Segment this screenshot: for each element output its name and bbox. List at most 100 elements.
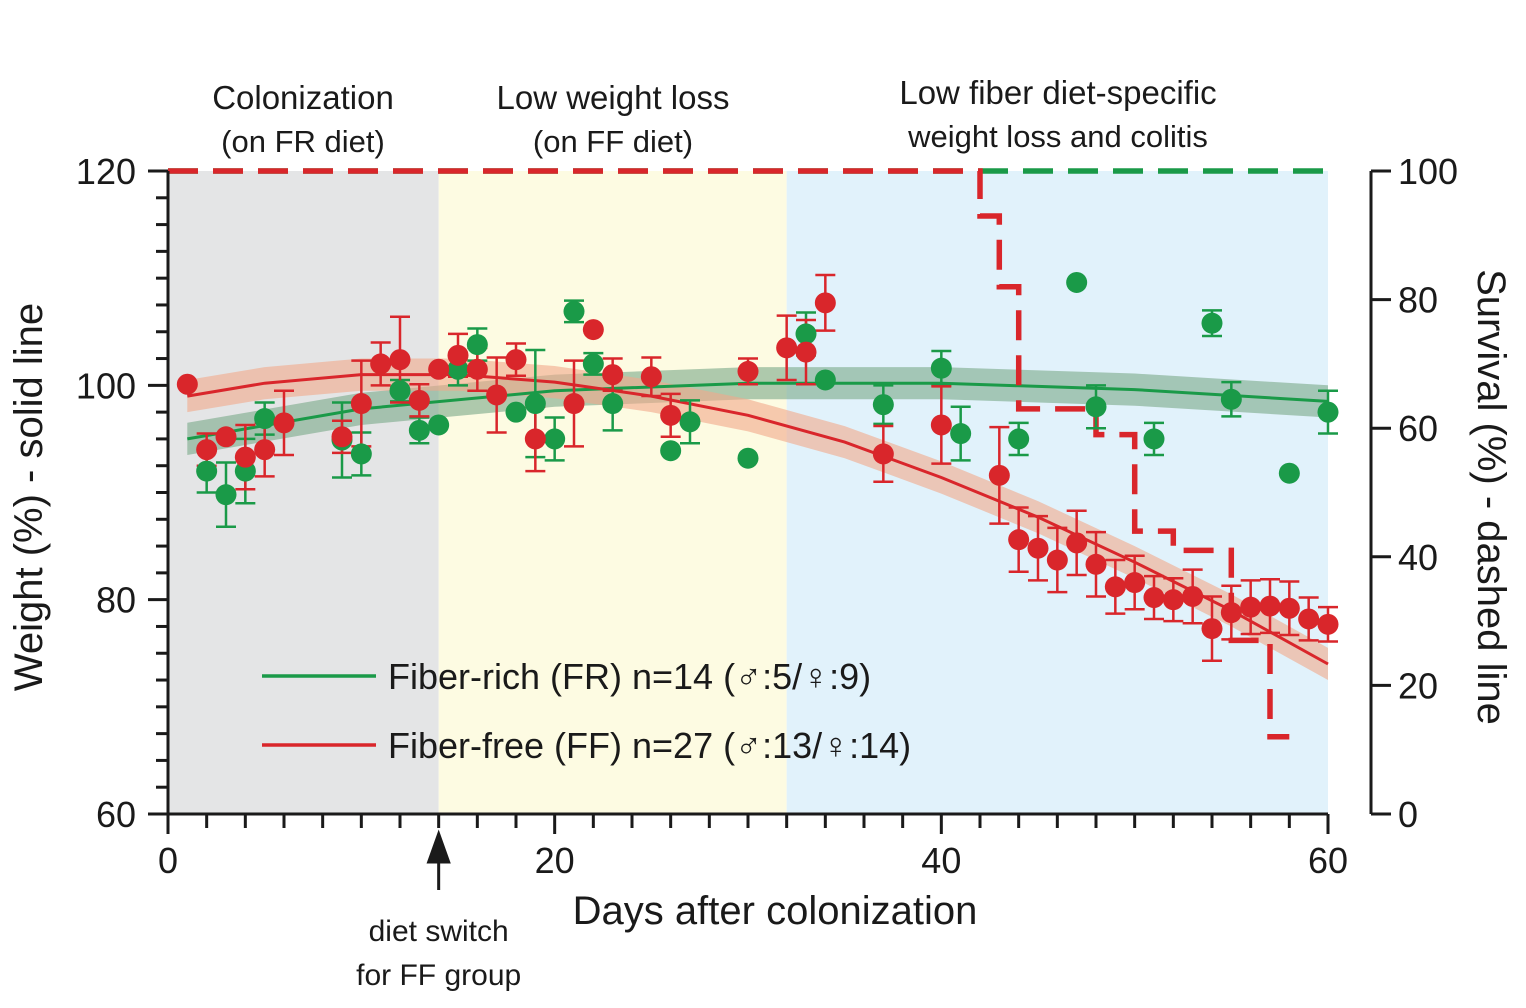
data-point-1-37 [1162, 589, 1184, 611]
data-point-0-12 [524, 393, 546, 415]
data-point-0-21 [814, 369, 836, 391]
data-point-0-32 [1317, 401, 1339, 423]
data-point-1-36 [1143, 587, 1165, 609]
data-point-1-12 [447, 344, 469, 366]
legend-label-ff: Fiber-free (FF) n=27 (♂:13/♀:14) [388, 725, 911, 766]
phase-background-2 [786, 171, 1328, 814]
y-axis-right-title: Survival (%) - dashed line [1469, 269, 1513, 725]
data-point-1-29 [1008, 529, 1030, 551]
data-point-1-43 [1278, 597, 1300, 619]
data-point-1-35 [1124, 572, 1146, 594]
phase-title-colonization: Colonization [212, 79, 394, 116]
x-tick-label: 20 [535, 840, 575, 881]
data-point-1-16 [524, 428, 546, 450]
data-point-1-45 [1317, 613, 1339, 635]
y-right-tick-label: 20 [1398, 665, 1438, 706]
y-right-tick-label: 100 [1398, 151, 1458, 192]
phase-title-low-weight-loss: Low weight loss [497, 79, 730, 116]
phase-subtitle-colonization: (on FR diet) [221, 124, 385, 159]
data-point-1-26 [872, 443, 894, 465]
data-point-0-1 [215, 484, 237, 506]
data-point-0-17 [660, 440, 682, 462]
data-point-1-21 [660, 404, 682, 426]
data-point-1-7 [350, 393, 372, 415]
data-point-1-38 [1182, 585, 1204, 607]
y-right-tick-label: 80 [1398, 280, 1438, 321]
data-point-0-24 [950, 423, 972, 445]
data-point-0-27 [1085, 396, 1107, 418]
data-point-1-41 [1240, 596, 1262, 618]
phase-backgrounds [168, 171, 1328, 814]
data-point-0-18 [679, 411, 701, 433]
data-point-1-33 [1085, 553, 1107, 575]
data-point-0-20 [795, 323, 817, 345]
data-point-1-40 [1220, 602, 1242, 624]
data-point-0-14 [563, 300, 585, 322]
phase-subtitle-low-fiber: weight loss and colitis [907, 119, 1208, 154]
diet-switch-note-line2: for FF group [356, 959, 521, 992]
data-point-1-1 [196, 439, 218, 461]
data-point-0-11 [505, 401, 527, 423]
data-point-0-3 [254, 408, 276, 430]
axes: 60 80 100 120 0 20 40 60 80 100 0 20 40 60 [76, 151, 1458, 881]
data-point-0-8 [428, 414, 450, 436]
data-point-1-8 [370, 353, 392, 375]
x-tick-label: 60 [1308, 840, 1348, 881]
data-point-1-0 [176, 373, 198, 395]
data-point-1-13 [466, 358, 488, 380]
data-point-0-22 [872, 394, 894, 416]
data-point-1-27 [930, 414, 952, 436]
data-point-0-23 [930, 357, 952, 379]
phase-subtitle-low-weight-loss: (on FF diet) [533, 124, 693, 159]
y-axis-left-title: Weight (%) - solid line [7, 303, 51, 691]
data-point-1-39 [1201, 618, 1223, 640]
phase-background-1 [438, 171, 787, 814]
data-point-1-20 [640, 366, 662, 388]
data-point-0-15 [582, 353, 604, 375]
x-tick-label: 40 [921, 840, 961, 881]
data-point-1-34 [1104, 576, 1126, 598]
data-point-1-42 [1259, 595, 1281, 617]
data-point-1-6 [331, 426, 353, 448]
x-tick-label: 0 [158, 840, 178, 881]
data-point-1-23 [776, 337, 798, 359]
data-points [176, 271, 1339, 640]
data-point-0-16 [602, 393, 624, 415]
legend-label-fr: Fiber-rich (FR) n=14 (♂:5/♀:9) [388, 656, 871, 697]
data-point-0-10 [466, 334, 488, 356]
y-right-tick-label: 60 [1398, 408, 1438, 449]
data-point-1-31 [1046, 549, 1068, 571]
data-point-1-14 [486, 384, 508, 406]
data-point-1-17 [563, 393, 585, 415]
diet-switch-note-line1: diet switch [369, 915, 509, 948]
data-point-1-19 [602, 364, 624, 386]
data-point-1-2 [215, 426, 237, 448]
fit-band-1 [187, 358, 1328, 680]
y-left-tick-label: 60 [96, 794, 136, 835]
data-point-0-31 [1278, 462, 1300, 484]
data-point-1-24 [795, 341, 817, 363]
y-left-tick-label: 100 [76, 365, 136, 406]
fit-bands [187, 358, 1328, 680]
data-point-0-26 [1066, 271, 1088, 293]
data-point-1-9 [389, 349, 411, 371]
y-left-tick-label: 80 [96, 580, 136, 621]
data-point-0-29 [1201, 312, 1223, 334]
data-point-0-28 [1143, 428, 1165, 450]
data-point-0-0 [196, 460, 218, 482]
data-point-1-28 [988, 464, 1010, 486]
y-right-tick-label: 40 [1398, 537, 1438, 578]
data-point-1-5 [273, 412, 295, 434]
data-point-1-22 [737, 360, 759, 382]
x-axis-title: Days after colonization [573, 889, 978, 933]
data-point-0-6 [389, 380, 411, 402]
y-left-tick-label: 120 [76, 151, 136, 192]
y-right-tick-label: 0 [1398, 794, 1418, 835]
data-point-1-18 [582, 319, 604, 341]
data-point-0-13 [544, 428, 566, 450]
data-point-1-15 [505, 349, 527, 371]
data-point-1-3 [234, 446, 256, 468]
data-point-1-32 [1066, 532, 1088, 554]
data-point-0-19 [737, 447, 759, 469]
